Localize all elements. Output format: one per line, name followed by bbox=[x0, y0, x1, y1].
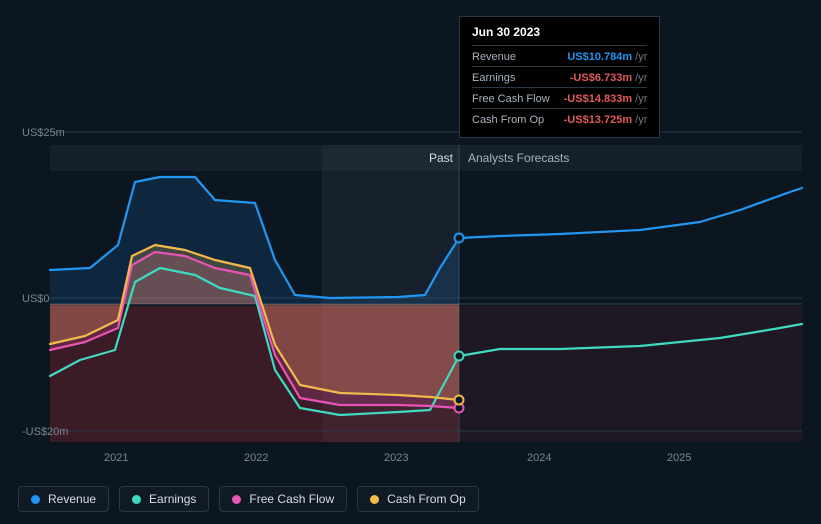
legend-label: Earnings bbox=[149, 492, 196, 506]
x-axis-label: 2024 bbox=[527, 452, 551, 464]
legend-dot-icon bbox=[31, 495, 40, 504]
legend-dot-icon bbox=[232, 495, 241, 504]
tooltip-metric-label: Cash From Op bbox=[472, 114, 544, 126]
data-tooltip: Jun 30 2023 RevenueUS$10.784m/yrEarnings… bbox=[459, 16, 660, 138]
legend-label: Revenue bbox=[48, 492, 96, 506]
chart-legend: Revenue Earnings Free Cash Flow Cash From O… bbox=[18, 486, 479, 512]
tooltip-metric-value: -US$14.833m bbox=[564, 93, 633, 105]
tooltip-unit: /yr bbox=[635, 93, 647, 105]
past-section-label: Past bbox=[429, 151, 453, 165]
tooltip-metric-value: US$10.784m bbox=[567, 51, 632, 63]
x-axis-label: 2023 bbox=[384, 452, 408, 464]
y-axis-label: US$25m bbox=[22, 127, 65, 139]
tooltip-metric-label: Earnings bbox=[472, 72, 515, 84]
tooltip-row: Revenue US$10.784m/yr bbox=[472, 45, 647, 66]
tooltip-date: Jun 30 2023 bbox=[472, 25, 647, 39]
tooltip-metric-value: -US$13.725m bbox=[564, 114, 633, 126]
tooltip-unit: /yr bbox=[635, 114, 647, 126]
tooltip-row: Earnings -US$6.733m/yr bbox=[472, 66, 647, 87]
x-axis-label: 2022 bbox=[244, 452, 268, 464]
tooltip-metric-value: -US$6.733m bbox=[570, 72, 632, 84]
x-axis-label: 2025 bbox=[667, 452, 691, 464]
forecast-section-label: Analysts Forecasts bbox=[468, 151, 569, 165]
tooltip-metric-label: Free Cash Flow bbox=[472, 93, 550, 105]
y-axis-label: US$0 bbox=[22, 293, 50, 305]
legend-dot-icon bbox=[370, 495, 379, 504]
legend-dot-icon bbox=[132, 495, 141, 504]
legend-label: Cash From Op bbox=[387, 492, 466, 506]
y-axis-label: -US$20m bbox=[22, 426, 68, 438]
legend-item-revenue[interactable]: Revenue bbox=[18, 486, 109, 512]
tooltip-metric-label: Revenue bbox=[472, 51, 516, 63]
legend-item-fcf[interactable]: Free Cash Flow bbox=[219, 486, 347, 512]
tooltip-row: Cash From Op -US$13.725m/yr bbox=[472, 108, 647, 129]
legend-item-earnings[interactable]: Earnings bbox=[119, 486, 209, 512]
legend-label: Free Cash Flow bbox=[249, 492, 334, 506]
legend-item-cfo[interactable]: Cash From Op bbox=[357, 486, 479, 512]
x-axis-label: 2021 bbox=[104, 452, 128, 464]
tooltip-unit: /yr bbox=[635, 72, 647, 84]
tooltip-row: Free Cash Flow -US$14.833m/yr bbox=[472, 87, 647, 108]
tooltip-unit: /yr bbox=[635, 51, 647, 63]
financial-chart[interactable] bbox=[0, 0, 821, 474]
